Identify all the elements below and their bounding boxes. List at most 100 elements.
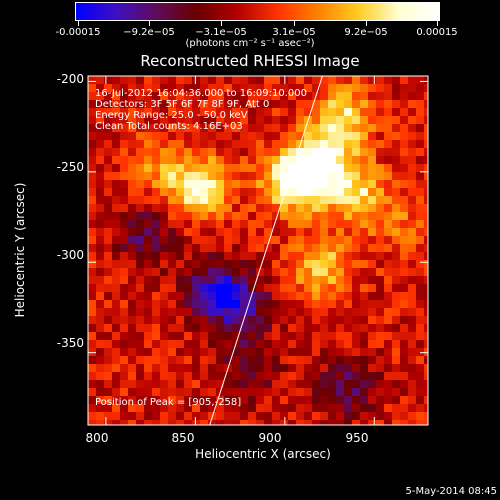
heatmap-cell — [144, 308, 152, 316]
heatmap-cell — [104, 404, 112, 412]
heatmap-cell — [104, 268, 112, 276]
heatmap-cell — [208, 244, 216, 252]
heatmap-cell — [320, 108, 328, 116]
heatmap-cell — [368, 116, 376, 124]
heatmap-cell — [168, 132, 176, 140]
heatmap-cell — [104, 300, 112, 308]
heatmap-cell — [288, 204, 296, 212]
y-tick-label: -250 — [56, 160, 84, 174]
heatmap-cell — [296, 164, 304, 172]
heatmap-cell — [320, 164, 328, 172]
heatmap-cell — [208, 252, 216, 260]
heatmap-cell — [184, 204, 192, 212]
heatmap-cell — [408, 100, 416, 108]
heatmap-cell — [96, 140, 104, 148]
heatmap-cell — [384, 148, 392, 156]
heatmap-cell — [400, 220, 408, 228]
heatmap-cell — [112, 148, 120, 156]
heatmap-cell — [128, 260, 136, 268]
heatmap-cell — [416, 252, 424, 260]
heatmap-cell — [304, 172, 312, 180]
heatmap-cell — [88, 356, 96, 364]
x-tick-label: 950 — [345, 431, 369, 445]
heatmap-cell — [88, 156, 96, 164]
heatmap-cell — [120, 372, 128, 380]
heatmap-cell — [272, 420, 280, 425]
heatmap-cell — [88, 164, 96, 172]
heatmap-cell — [160, 180, 168, 188]
heatmap-cell — [336, 380, 344, 388]
heatmap-cell — [160, 276, 168, 284]
heatmap-cell — [104, 92, 112, 100]
heatmap-cell — [216, 100, 224, 108]
heatmap-cell — [256, 420, 264, 425]
heatmap-cell — [392, 276, 400, 284]
heatmap-cell — [304, 228, 312, 236]
heatmap-cell — [112, 412, 120, 420]
heatmap-cell — [192, 372, 200, 380]
heatmap-cell — [144, 380, 152, 388]
heatmap-cell — [376, 244, 384, 252]
heatmap-cell — [200, 324, 208, 332]
heatmap-cell — [376, 116, 384, 124]
heatmap-cell — [192, 276, 200, 284]
heatmap-cell — [88, 148, 96, 156]
heatmap-cell — [248, 172, 256, 180]
heatmap-cell — [288, 412, 296, 420]
heatmap-cell — [288, 124, 296, 132]
heatmap-cell — [120, 100, 128, 108]
heatmap-cell — [248, 92, 256, 100]
heatmap-cell — [328, 172, 336, 180]
heatmap-cell — [112, 100, 120, 108]
heatmap-cell — [336, 332, 344, 340]
heatmap-cell — [200, 156, 208, 164]
heatmap-cell — [408, 92, 416, 100]
heatmap-cell — [184, 220, 192, 228]
heatmap-cell — [224, 340, 232, 348]
heatmap-cell — [288, 356, 296, 364]
heatmap-cell — [144, 340, 152, 348]
heatmap-cell — [312, 356, 320, 364]
heatmap-cell — [280, 420, 288, 425]
heatmap-cell — [296, 124, 304, 132]
heatmap-cell — [312, 204, 320, 212]
heatmap-cell — [384, 260, 392, 268]
heatmap-cell — [384, 180, 392, 188]
heatmap-cell — [368, 372, 376, 380]
heatmap-cell — [160, 372, 168, 380]
heatmap-cell — [384, 332, 392, 340]
heatmap-cell — [136, 148, 144, 156]
heatmap-cell — [320, 140, 328, 148]
heatmap-cell — [144, 372, 152, 380]
heatmap-cell — [144, 324, 152, 332]
heatmap-cell — [408, 196, 416, 204]
heatmap-cell — [424, 100, 428, 108]
heatmap-cell — [232, 396, 240, 404]
heatmap-cell — [160, 420, 168, 425]
heatmap-cell — [408, 380, 416, 388]
heatmap-cell — [368, 76, 376, 84]
heatmap-cell — [312, 252, 320, 260]
heatmap-cell — [160, 204, 168, 212]
heatmap-cell — [168, 244, 176, 252]
info-peak-position: Position of Peak = [905,-258] — [95, 397, 242, 408]
heatmap-cell — [232, 244, 240, 252]
heatmap-cell — [392, 124, 400, 132]
heatmap-cell — [88, 84, 96, 92]
heatmap-cell — [192, 108, 200, 116]
heatmap-cell — [344, 116, 352, 124]
heatmap-cell — [368, 84, 376, 92]
heatmap-cell — [176, 292, 184, 300]
heatmap-cell — [152, 300, 160, 308]
heatmap-cell — [320, 268, 328, 276]
heatmap-cell — [200, 236, 208, 244]
heatmap-cell — [232, 260, 240, 268]
heatmap-cell — [136, 100, 144, 108]
heatmap-cell — [368, 252, 376, 260]
heatmap-cell — [88, 404, 96, 412]
heatmap-cell — [288, 220, 296, 228]
heatmap-cell — [272, 76, 280, 84]
y-tick-label: -300 — [56, 248, 84, 262]
heatmap-cell — [144, 332, 152, 340]
heatmap-cell — [296, 268, 304, 276]
